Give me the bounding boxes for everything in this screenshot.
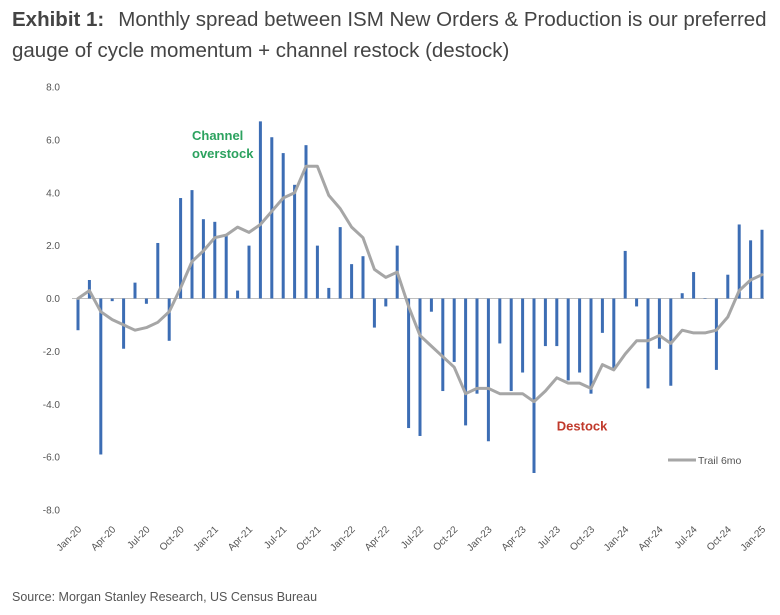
bar: [749, 240, 753, 299]
y-tick-label: -2.0: [43, 347, 61, 358]
bar: [190, 190, 194, 299]
bar: [372, 298, 376, 328]
x-tick-label: Oct-24: [705, 524, 734, 553]
bar: [167, 298, 171, 341]
x-tick-label: Jan-21: [192, 524, 222, 554]
bar: [201, 219, 205, 299]
y-tick-label: 6.0: [46, 135, 60, 146]
annotation-text: overstock: [192, 146, 254, 161]
source-note: Source: Morgan Stanley Research, US Cens…: [12, 590, 318, 604]
bar: [418, 298, 422, 436]
bar: [361, 256, 365, 299]
x-tick-label: Apr-24: [637, 524, 666, 553]
chart-title: Exhibit 1: Monthly spread between ISM New…: [12, 4, 772, 66]
bar: [475, 298, 479, 394]
bar: [726, 274, 730, 299]
x-tick-label: Jan-24: [602, 524, 632, 554]
bar: [509, 298, 513, 392]
bar: [224, 235, 228, 299]
bar: [737, 224, 741, 299]
bar: [657, 298, 661, 349]
bar: [179, 198, 183, 299]
x-tick-label: Jan-23: [465, 524, 495, 554]
bar: [258, 121, 262, 299]
bar: [498, 298, 502, 344]
x-tick-label: Apr-23: [500, 524, 529, 553]
bar: [703, 298, 707, 299]
bar: [304, 145, 308, 299]
bar: [99, 298, 103, 455]
bar: [350, 264, 354, 299]
bar: [236, 290, 240, 299]
exhibit-label: Exhibit 1:: [12, 8, 105, 31]
bar: [543, 298, 547, 347]
x-tick-label: Apr-20: [89, 524, 118, 553]
x-tick-label: Jul-22: [399, 524, 426, 551]
bar: [384, 298, 388, 307]
x-tick-label: Oct-20: [158, 524, 187, 553]
bar: [760, 229, 764, 299]
x-tick-label: Jul-23: [536, 524, 563, 551]
y-tick-label: -6.0: [43, 453, 61, 464]
bar: [566, 298, 570, 381]
annotation-text: Destock: [557, 419, 608, 434]
bar: [532, 298, 536, 473]
bar: [407, 298, 411, 429]
x-tick-label: Jan-20: [55, 524, 85, 554]
bar: [692, 272, 696, 299]
x-tick-label: Oct-22: [431, 524, 460, 553]
bar: [486, 298, 490, 442]
x-tick-label: Jul-21: [262, 524, 289, 551]
bar: [110, 298, 114, 302]
bar: [589, 298, 593, 394]
bar: [521, 298, 525, 373]
bar: [281, 153, 285, 299]
bar: [635, 298, 639, 307]
bar: [429, 298, 433, 312]
bar: [646, 298, 650, 389]
y-tick-label: 8.0: [46, 83, 60, 94]
annotation-text: Channel: [192, 128, 243, 143]
bar: [555, 298, 559, 347]
trail-6mo-line: [76, 164, 764, 404]
bar: [600, 298, 604, 333]
y-tick-label: 4.0: [46, 188, 60, 199]
bar: [76, 298, 80, 331]
x-tick-label: Oct-23: [568, 524, 597, 553]
x-tick-label: Apr-21: [226, 524, 255, 553]
y-tick-label: 2.0: [46, 241, 60, 252]
bar: [578, 298, 582, 373]
y-tick-label: -8.0: [43, 506, 61, 517]
bar: [156, 242, 160, 299]
x-tick-label: Jan-22: [328, 524, 358, 554]
bar: [714, 298, 718, 370]
bar: [338, 227, 342, 299]
bar: [293, 184, 297, 299]
x-tick-label: Jul-20: [125, 524, 152, 551]
bar: [680, 293, 684, 299]
bar: [464, 298, 468, 426]
x-tick-label: Jan-25: [739, 524, 769, 554]
x-tick-label: Apr-22: [363, 524, 392, 553]
bar: [452, 298, 456, 362]
bar: [133, 282, 137, 299]
bar: [612, 298, 616, 370]
bar: [327, 287, 331, 299]
x-tick-label: Oct-21: [295, 524, 324, 553]
x-tick-label: Jul-24: [673, 524, 700, 551]
bar: [623, 250, 627, 299]
y-tick-label: 0.0: [46, 294, 60, 305]
bar: [144, 298, 148, 304]
bar: [315, 245, 319, 299]
y-tick-label: -4.0: [43, 400, 61, 411]
bar: [270, 137, 274, 299]
legend-label: Trail 6mo: [698, 455, 742, 467]
bar: [247, 245, 251, 299]
bar: [441, 298, 445, 392]
exhibit-title: Monthly spread between ISM New Orders & …: [12, 8, 767, 62]
bar: [213, 221, 217, 299]
